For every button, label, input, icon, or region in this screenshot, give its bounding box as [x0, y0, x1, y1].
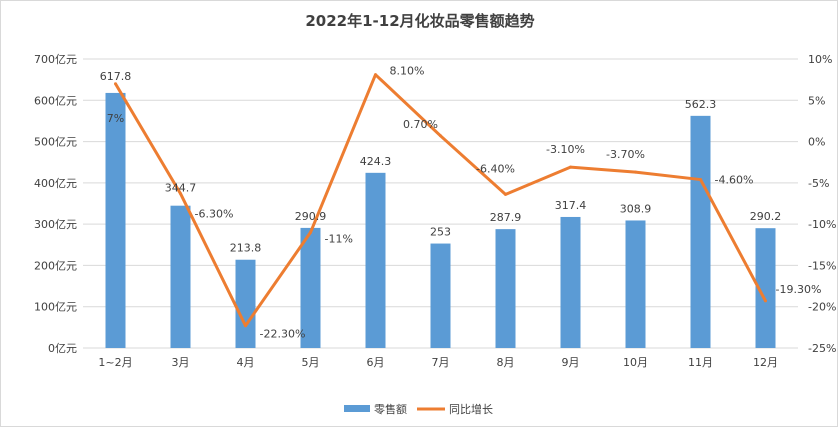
line-point — [179, 192, 182, 196]
chart-title: 2022年1-12月化妆品零售额趋势 — [305, 12, 534, 30]
bar-data-label: 317.4 — [555, 199, 587, 212]
line-data-label: -4.60% — [715, 174, 754, 187]
x-axis-tick: 1~2月 — [98, 356, 132, 369]
x-axis-tick: 5月 — [302, 356, 320, 369]
x-axis-tick: 6月 — [367, 356, 385, 369]
x-axis-tick: 4月 — [237, 356, 255, 369]
line-data-label: -3.70% — [606, 148, 645, 161]
right-axis-tick: 5% — [808, 94, 825, 107]
bar-data-label: 290.9 — [295, 210, 327, 223]
bar-data-label: 213.8 — [230, 242, 262, 255]
line-data-label: -22.30% — [260, 328, 306, 341]
x-axis-tick: 12月 — [753, 356, 778, 369]
line-data-label: -6.40% — [476, 162, 515, 175]
line-point — [309, 230, 312, 234]
left-axis-tick: 600亿元 — [34, 94, 77, 107]
line-point — [504, 192, 507, 196]
x-axis-tick: 11月 — [688, 356, 713, 369]
right-axis-tick: 10% — [808, 53, 832, 66]
line-point — [244, 324, 247, 328]
bar — [690, 115, 711, 348]
right-axis-tick: -25% — [808, 342, 836, 355]
bar — [105, 92, 126, 348]
right-axis-tick: -10% — [808, 218, 836, 231]
legend-line-label: 同比增长 — [449, 402, 493, 416]
bar-data-label: 308.9 — [620, 202, 652, 215]
line-data-label: 0.70% — [403, 118, 438, 131]
bar-data-label: 290.2 — [750, 210, 782, 223]
line-point — [699, 178, 702, 182]
bar — [495, 229, 516, 348]
right-axis-tick: -20% — [808, 301, 836, 314]
x-axis-tick: 9月 — [562, 356, 580, 369]
legend-bar-swatch — [344, 405, 370, 412]
bar — [755, 228, 776, 348]
bar — [300, 227, 321, 348]
line-point — [764, 299, 767, 303]
bar — [235, 259, 256, 348]
bar-data-label: 344.7 — [165, 182, 197, 195]
bar-data-label: 424.3 — [360, 155, 392, 168]
left-axis-tick: 300亿元 — [34, 218, 77, 231]
left-axis-tick: 200亿元 — [34, 259, 77, 272]
bar — [560, 216, 581, 348]
legend-bar-label: 零售额 — [374, 402, 407, 416]
line-data-label: -19.30% — [776, 283, 822, 296]
line-data-label: -11% — [325, 232, 353, 245]
right-axis-tick: 0% — [808, 136, 825, 149]
line-data-label: 8.10% — [390, 65, 425, 78]
bar-data-label: 562.3 — [685, 98, 717, 111]
left-axis-tick: 400亿元 — [34, 177, 77, 190]
bar — [170, 205, 191, 348]
line-point — [439, 134, 442, 138]
bar-data-label: 617.8 — [100, 70, 132, 83]
left-axis-tick: 100亿元 — [34, 301, 77, 314]
bar-data-label: 253 — [430, 226, 451, 239]
left-axis-tick: 500亿元 — [34, 136, 77, 149]
bar — [365, 172, 386, 348]
bar — [625, 220, 646, 348]
left-axis-tick: 700亿元 — [34, 53, 77, 66]
x-axis-tick: 10月 — [623, 356, 648, 369]
x-axis-tick: 8月 — [497, 356, 515, 369]
x-axis-tick: 3月 — [172, 356, 190, 369]
x-axis-tick: 7月 — [432, 356, 450, 369]
line-data-label: -3.10% — [546, 143, 585, 156]
line-point — [374, 73, 377, 77]
line-data-label: -6.30% — [195, 208, 234, 221]
line-data-label: 7% — [107, 112, 124, 125]
right-axis-tick: -5% — [808, 177, 829, 190]
line-point — [634, 170, 637, 174]
bar-data-label: 287.9 — [490, 211, 522, 224]
line-point — [114, 82, 117, 86]
left-axis-tick: 0亿元 — [48, 342, 77, 355]
right-axis-tick: -15% — [808, 259, 836, 272]
line-point — [569, 165, 572, 169]
bar — [430, 243, 451, 348]
